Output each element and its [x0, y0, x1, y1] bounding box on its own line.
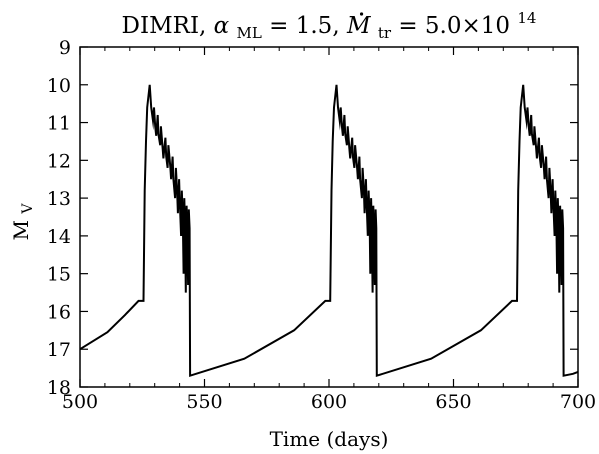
x-tick-label: 600 — [311, 391, 347, 413]
y-tick-label: 16 — [47, 301, 71, 323]
y-tick-label: 15 — [47, 264, 71, 286]
y-axis-label-sub: V — [20, 203, 36, 215]
title-mdot-value: = 5.0×10 — [398, 13, 510, 39]
title-mdot-dot — [359, 12, 364, 16]
y-tick-label: 14 — [47, 226, 71, 248]
title-mdot-dot-mark — [359, 12, 364, 16]
title-mdot-subscript: tr — [378, 24, 392, 42]
y-axis-label-main: M — [9, 220, 33, 240]
axis-ticks: 500 550 600 650 700 9 10 11 12 13 14 15 16 17 18 — [47, 37, 596, 413]
y-tick-label: 17 — [47, 339, 71, 361]
y-tick-label: 12 — [47, 150, 71, 172]
series-lines — [79, 84, 579, 378]
y-tick-label: 13 — [47, 188, 71, 210]
x-tick-label: 550 — [186, 391, 222, 413]
x-tick-label: 700 — [560, 391, 596, 413]
y-tick-label: 11 — [47, 113, 71, 135]
y-tick-label: 18 — [47, 377, 71, 399]
title-alpha-symbol: α — [214, 13, 230, 39]
x-axis-label: Time (days) — [270, 427, 389, 451]
title-alpha-subscript: ML — [237, 24, 262, 42]
series-line-0 — [79, 84, 579, 378]
x-tick-label: 650 — [435, 391, 471, 413]
y-axis-label: M V — [9, 203, 36, 241]
plot-frame — [79, 46, 579, 388]
chart-title: DIMRI, α ML = 1.5, M tr = 5.0×10 14 — [122, 9, 537, 44]
title-prefix: DIMRI, — [122, 13, 214, 39]
title-mdot-exponent: 14 — [517, 9, 536, 27]
title-alpha-value: = 1.5, — [269, 13, 347, 39]
title-mdot-symbol: M — [346, 13, 372, 39]
y-tick-label: 10 — [47, 75, 71, 97]
y-tick-label: 9 — [59, 37, 71, 59]
x-tick-label: 500 — [62, 391, 98, 413]
